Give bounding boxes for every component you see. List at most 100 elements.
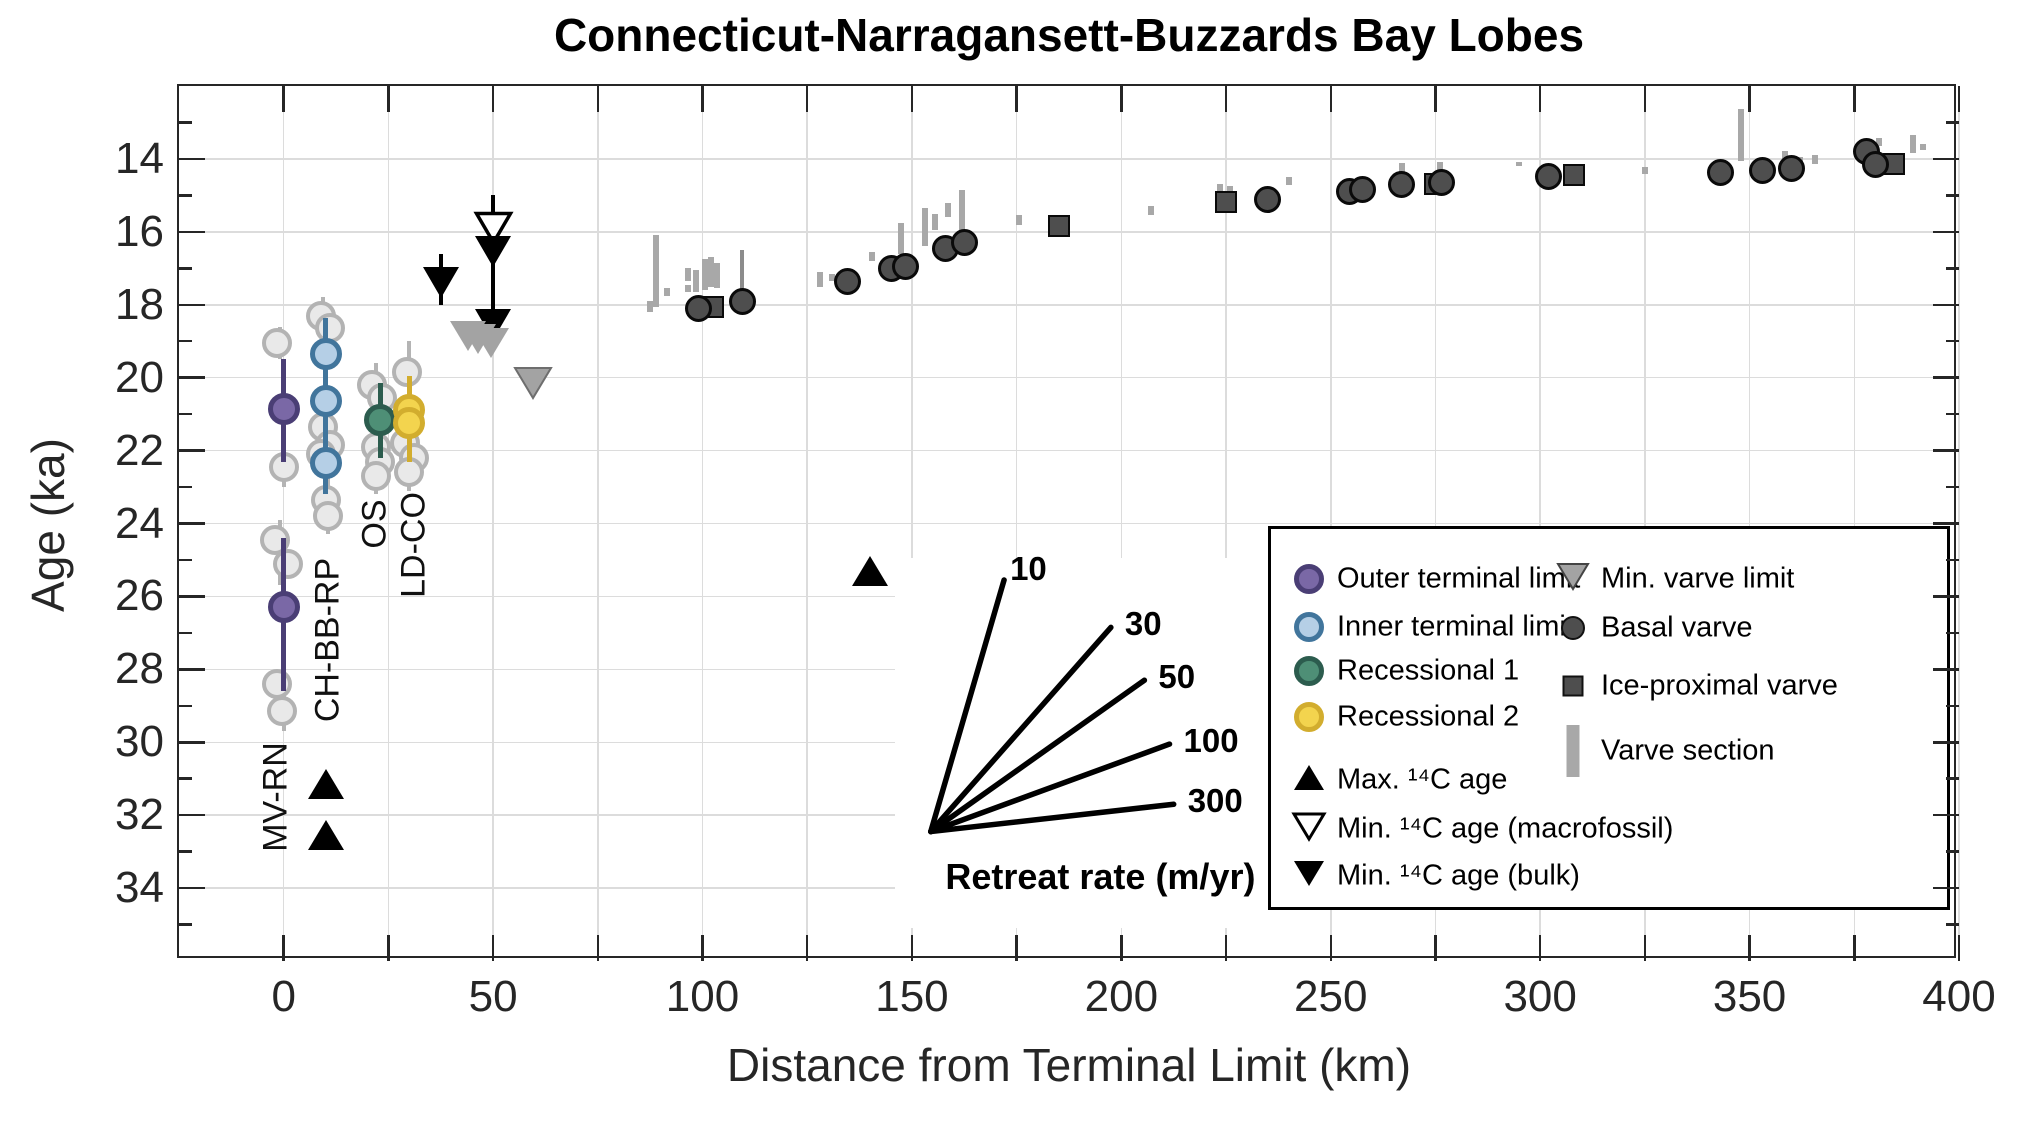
site-label: LD-CO <box>394 492 433 599</box>
x-tick-bottom <box>1329 935 1332 961</box>
y-tick-right <box>1946 267 1959 270</box>
y-tick-label: 22 <box>115 425 164 475</box>
y-tick-right <box>1933 813 1959 817</box>
x-tick-bottom <box>1434 935 1437 961</box>
varve-section-bar <box>816 271 823 287</box>
y-tick-left <box>179 412 192 416</box>
y-tick-left <box>179 886 205 890</box>
varve-section-bar <box>869 251 876 261</box>
y-tick-left <box>179 923 192 926</box>
y-tick-right <box>1933 886 1959 890</box>
x-tick-label: 350 <box>1712 972 1787 1021</box>
y-tick-label: 16 <box>115 206 164 256</box>
y-tick-left <box>179 704 192 708</box>
legend-label: Max. ¹⁴C age <box>1337 763 1508 796</box>
y-tick-left <box>179 631 192 635</box>
legend-label: Outer terminal limit <box>1337 562 1581 595</box>
y-tick-left <box>179 157 205 161</box>
y-tick-right <box>1933 303 1959 306</box>
x-tick-top <box>1957 86 1961 112</box>
ice-proximal-varve-marker <box>1047 214 1070 237</box>
y-tick-right <box>1946 485 1959 489</box>
chart-title: Connecticut-Narragansett-Buzzards Bay Lo… <box>553 9 1585 61</box>
varve-section-bar <box>663 288 670 296</box>
y-tick-label: 20 <box>115 352 164 402</box>
x-tick-bottom <box>1015 935 1018 961</box>
y-tick-label: 18 <box>115 279 164 329</box>
y-tick-left <box>179 267 192 270</box>
gray-open-circle <box>272 548 303 579</box>
retreat-rate-value: 300 <box>1187 782 1243 820</box>
y-tick-label: 32 <box>115 790 164 840</box>
y-tick-left <box>179 777 192 780</box>
square-dark-legend-icon <box>1562 675 1584 697</box>
y-tick-left <box>179 668 205 671</box>
x-tick-bottom <box>1643 935 1647 961</box>
x-tick-top <box>491 86 495 112</box>
x-tick-bottom <box>701 935 704 961</box>
y-tick-label: 30 <box>115 717 164 767</box>
x-tick-top <box>1224 86 1228 112</box>
y-tick-right <box>1933 157 1959 161</box>
x-tick-label: 400 <box>1922 972 1996 1021</box>
max-c14-triangle <box>307 769 344 800</box>
varve-section-bar <box>1782 150 1789 159</box>
varve-section-bar <box>1738 108 1745 161</box>
x-tick-top <box>1120 86 1123 112</box>
circle-rec1-legend-icon <box>1294 656 1324 686</box>
moraine-marker <box>267 591 300 624</box>
y-tick-left <box>179 303 205 306</box>
moraine-marker <box>309 337 342 370</box>
site-label: CH-BB-RP <box>308 557 347 723</box>
min-varve-limit-triangle <box>473 328 510 359</box>
y-tick-left <box>179 376 205 379</box>
y-tick-right <box>1933 595 1959 598</box>
x-tick-bottom <box>910 935 914 961</box>
varve-section-bar <box>1641 166 1648 175</box>
tri-down-open-legend-icon <box>1290 810 1328 848</box>
max-c14-triangle <box>852 555 889 586</box>
varve-section-bar <box>1015 215 1022 225</box>
y-tick-label: 14 <box>115 133 164 183</box>
y-tick-right <box>1946 923 1959 926</box>
basal-varve-marker <box>892 252 920 280</box>
basal-varve-marker <box>1748 157 1776 185</box>
y-tick-label: 34 <box>115 863 164 913</box>
retreat-rate-value: 10 <box>1010 550 1047 587</box>
x-tick-label: 150 <box>875 972 949 1021</box>
legend-label: Ice-proximal varve <box>1601 669 1838 702</box>
gray-open-circle <box>268 451 299 482</box>
varve-section-bar <box>931 213 938 230</box>
basal-varve-marker <box>1388 170 1416 198</box>
x-tick-top <box>596 86 600 112</box>
varve-section-bar <box>693 270 700 292</box>
x-tick-bottom <box>282 935 285 961</box>
y-tick-left <box>179 194 192 197</box>
legend-label: Varve section <box>1601 734 1775 767</box>
varve-section-bar <box>1909 135 1916 154</box>
gray-open-circle <box>312 501 343 532</box>
y-tick-right <box>1933 668 1959 671</box>
x-tick-top <box>1748 86 1751 112</box>
legend-label: Inner terminal limit <box>1337 610 1574 643</box>
x-tick-bottom <box>1120 935 1123 961</box>
min-c14-macrofossil-triangle <box>473 211 514 247</box>
x-tick-label: 300 <box>1503 972 1577 1021</box>
y-tick-left <box>179 339 192 343</box>
varve-section-bar <box>959 189 966 238</box>
x-tick-bottom <box>491 935 495 961</box>
y-tick-right <box>1946 704 1959 708</box>
gray-open-circle <box>394 457 425 488</box>
basal-varve-marker <box>1777 155 1805 183</box>
basal-varve-marker <box>833 267 861 295</box>
retreat-rate-value: 100 <box>1183 722 1239 760</box>
x-gridline <box>1958 86 1960 961</box>
legend-label: Min. varve limit <box>1601 562 1795 595</box>
varve-section-bar <box>1398 162 1405 172</box>
varve-section-bar <box>1920 143 1927 150</box>
moraine-marker <box>309 385 342 418</box>
y-tick-left <box>179 121 192 124</box>
y-tick-right <box>1946 850 1959 853</box>
legend-label: Recessional 1 <box>1337 654 1520 687</box>
